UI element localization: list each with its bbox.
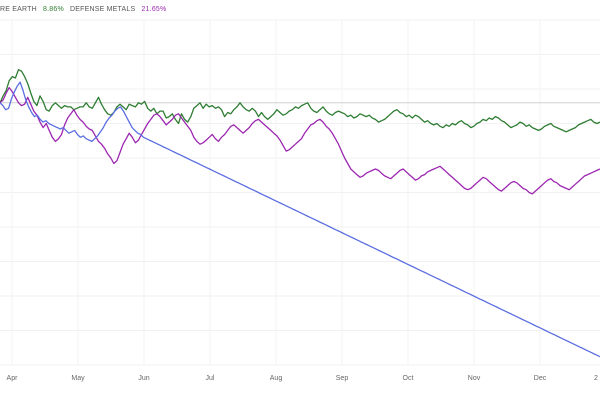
x-tick-label: Nov bbox=[468, 375, 481, 382]
x-tick-label: May bbox=[71, 375, 85, 382]
series-line-series-2 bbox=[0, 81, 600, 358]
x-axis: Apr May Jun Jul Aug Sep Oct Nov Dec 2 bbox=[7, 375, 599, 382]
x-tick-label: Jun bbox=[138, 375, 149, 382]
x-tick-label: Sep bbox=[336, 375, 349, 382]
legend-value-defense-metals: 21.65% bbox=[141, 6, 167, 13]
legend-name-re-earth: RE EARTH bbox=[0, 6, 37, 13]
x-tick-label: 2 bbox=[594, 375, 598, 382]
series-line-re-earth bbox=[0, 69, 600, 133]
x-tick-label: Aug bbox=[270, 375, 283, 382]
x-tick-label: Oct bbox=[403, 375, 414, 382]
series-group bbox=[0, 69, 600, 358]
series-line-defense-metals bbox=[0, 86, 600, 195]
x-tick-label: Jul bbox=[206, 375, 215, 382]
legend-name-defense-metals: DEFENSE METALS bbox=[70, 6, 136, 13]
legend: RE EARTH 8.86% DEFENSE METALS 21.65% bbox=[0, 6, 170, 13]
legend-value-re-earth: 8.86% bbox=[43, 6, 64, 13]
x-tick-label: Dec bbox=[534, 375, 547, 382]
x-tick-label: Apr bbox=[7, 375, 19, 382]
